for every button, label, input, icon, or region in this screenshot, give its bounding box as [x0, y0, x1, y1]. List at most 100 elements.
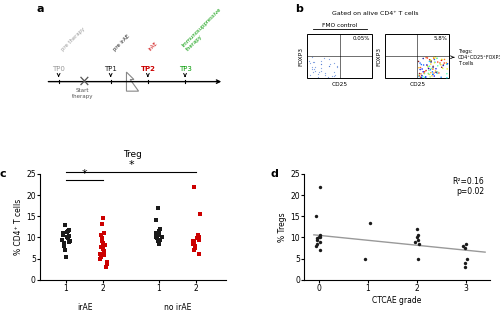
Point [440, 62, 448, 67]
Point [58, 237, 66, 242]
Point [444, 61, 452, 66]
Point [414, 59, 422, 64]
Point [424, 72, 432, 77]
Point [313, 241, 321, 246]
Point [60, 241, 68, 246]
Point [414, 237, 422, 242]
Point [416, 60, 424, 66]
Point [62, 254, 70, 259]
Text: FOXP3: FOXP3 [376, 47, 381, 66]
Point [462, 256, 470, 261]
Point [100, 247, 108, 252]
Point [100, 231, 108, 236]
Text: a: a [36, 4, 44, 14]
Point [416, 67, 424, 72]
Point [316, 239, 324, 244]
Point [153, 236, 161, 241]
Point [426, 59, 434, 64]
Point [98, 236, 106, 241]
Text: 5.8%: 5.8% [434, 36, 448, 41]
Point [96, 257, 104, 262]
Point [427, 59, 435, 64]
Point [196, 237, 203, 242]
Point [321, 71, 329, 76]
Point [426, 57, 434, 62]
Point [96, 233, 104, 238]
Point [196, 211, 203, 217]
Polygon shape [126, 72, 138, 91]
Point [434, 63, 442, 68]
Point [194, 252, 202, 257]
Point [432, 68, 440, 73]
Point [320, 73, 328, 78]
Text: FOXP3: FOXP3 [298, 47, 303, 66]
Point [424, 66, 432, 71]
Text: Immunosuppressive
therapy: Immunosuppressive therapy [181, 6, 226, 52]
Point [310, 66, 318, 72]
Text: irAE: irAE [77, 303, 92, 312]
Point [306, 61, 314, 66]
Point [152, 234, 160, 239]
Point [422, 68, 430, 73]
Y-axis label: % Tregs: % Tregs [278, 212, 287, 242]
Point [190, 248, 198, 253]
Point [316, 184, 324, 189]
Point [423, 62, 431, 67]
Point [438, 58, 446, 63]
Point [426, 59, 434, 64]
Point [429, 65, 437, 70]
Point [421, 75, 429, 80]
Point [420, 71, 428, 76]
Point [331, 73, 339, 78]
Point [429, 64, 437, 69]
Point [415, 65, 423, 70]
Point [309, 70, 317, 75]
Point [325, 63, 333, 68]
Point [99, 240, 107, 245]
Point [416, 65, 424, 70]
Point [438, 58, 446, 63]
Point [325, 63, 333, 68]
Point [442, 60, 450, 66]
Text: FMO control: FMO control [322, 23, 357, 28]
Point [429, 66, 437, 72]
Point [440, 57, 448, 62]
Text: TP0: TP0 [52, 66, 65, 72]
Point [195, 235, 203, 240]
Point [424, 64, 432, 69]
Point [361, 256, 369, 261]
Point [438, 57, 446, 62]
Point [432, 56, 440, 61]
Point [189, 238, 197, 243]
Point [427, 59, 435, 64]
Text: ×: × [78, 74, 91, 89]
Point [428, 69, 436, 74]
Point [315, 69, 323, 74]
Point [311, 65, 319, 70]
Point [460, 243, 468, 248]
Point [416, 71, 424, 76]
Point [317, 61, 325, 66]
Text: 0.05%: 0.05% [352, 36, 370, 41]
Point [430, 60, 438, 65]
Point [102, 265, 110, 270]
Text: TP1: TP1 [104, 66, 117, 72]
Point [326, 61, 334, 66]
Point [461, 265, 469, 270]
Point [427, 59, 435, 65]
Point [366, 220, 374, 225]
Point [65, 234, 73, 239]
Point [308, 55, 316, 60]
Point [330, 69, 338, 74]
Point [158, 235, 166, 240]
Point [440, 63, 448, 68]
Point [61, 222, 69, 227]
Point [63, 235, 71, 240]
Point [100, 248, 108, 253]
Point [305, 58, 313, 63]
Point [316, 233, 324, 238]
Point [152, 231, 160, 236]
Point [317, 68, 325, 73]
Point [443, 75, 451, 80]
Point [316, 234, 324, 239]
